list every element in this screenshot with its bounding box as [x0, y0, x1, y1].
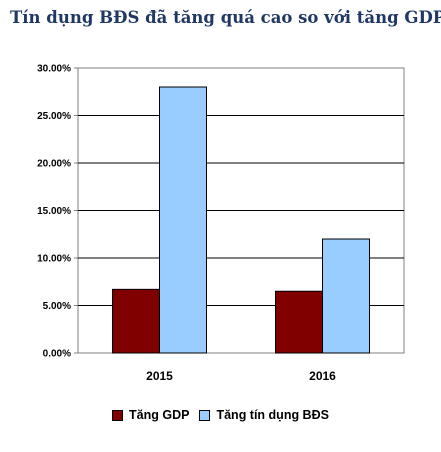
legend-item-gdp: Tăng GDP [112, 408, 189, 422]
bar-credit-2015 [159, 86, 207, 354]
legend-label-gdp: Tăng GDP [129, 408, 190, 422]
chart-legend: Tăng GDP Tăng tín dụng BĐS [0, 408, 441, 422]
legend-item-credit: Tăng tín dụng BĐS [199, 408, 329, 422]
y-tick-label: 20.00% [37, 159, 71, 170]
bar-gdp-2015 [112, 288, 160, 354]
x-tick-label: 2016 [309, 369, 336, 383]
bar-chart: 0.00% 5.00% 10.00% 15.00% 20.00% 25.00% 30.00%… [37, 64, 405, 383]
x-tick-label: 2015 [146, 369, 173, 383]
y-tick-label: 10.00% [37, 254, 71, 265]
chart-title: Tín dụng BĐS đã tăng quá cao so với tăng… [10, 8, 441, 27]
bar-gdp-2016 [275, 290, 323, 354]
legend-swatch-credit [199, 409, 211, 421]
y-tick-label: 5.00% [43, 301, 71, 312]
y-tick-label: 30.00% [37, 64, 71, 75]
y-tick-label: 0.00% [43, 349, 71, 360]
legend-label-credit: Tăng tín dụng BĐS [216, 408, 329, 422]
bar-credit-2016 [322, 238, 370, 354]
y-tick-label: 25.00% [37, 111, 71, 122]
legend-swatch-gdp [112, 409, 124, 421]
y-tick-label: 15.00% [37, 206, 71, 217]
